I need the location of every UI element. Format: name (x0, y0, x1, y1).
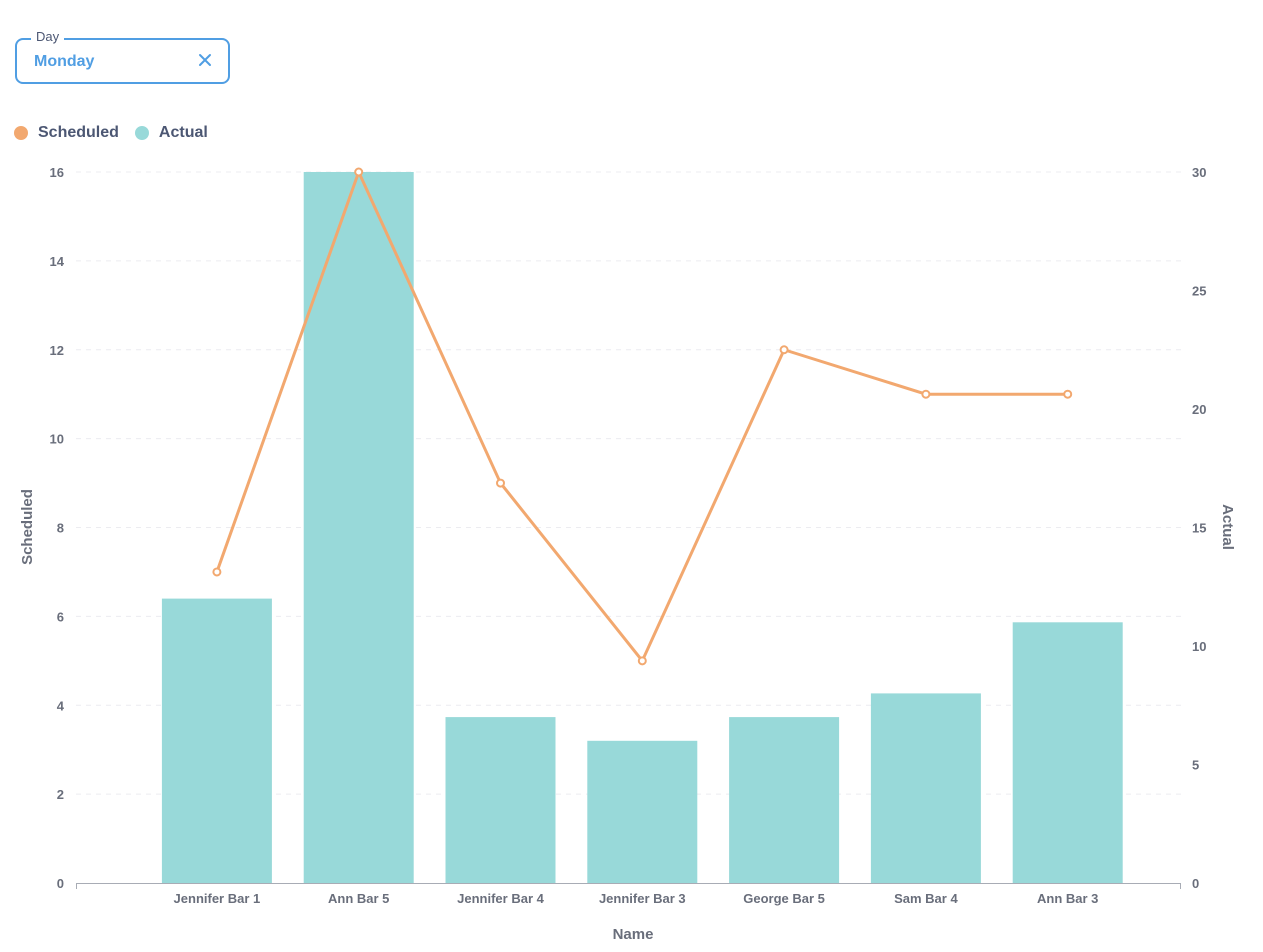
y2-tick-label: 25 (1192, 284, 1206, 299)
bar-actual (1012, 622, 1123, 883)
y2-tick-label: 5 (1192, 758, 1199, 773)
legend-dot-scheduled (14, 126, 28, 140)
day-filter-value[interactable]: Monday (34, 53, 95, 70)
y-tick-label: 4 (57, 698, 65, 713)
legend-label-scheduled: Scheduled (38, 124, 119, 141)
bar-actual (445, 717, 556, 883)
bar-actual (587, 740, 698, 883)
bar-actual (870, 693, 981, 883)
point-scheduled (212, 567, 222, 577)
bar-actual (303, 172, 414, 883)
bar-actual (161, 598, 272, 883)
legend-item-actual[interactable]: Actual (134, 124, 208, 142)
x-tick-label: Ann Bar 5 (328, 891, 389, 906)
x-tick-label: Jennifer Bar 1 (174, 891, 261, 906)
point-scheduled (496, 478, 505, 488)
day-filter-label: Day (31, 29, 65, 44)
legend-dot-actual (134, 126, 149, 140)
y2-tick-label: 0 (1192, 876, 1199, 891)
x-tick-label: Ann Bar 3 (1037, 891, 1098, 906)
y2-tick-label: 15 (1192, 521, 1206, 536)
y-tick-label: 14 (50, 254, 65, 269)
y-tick-label: 16 (50, 165, 64, 180)
close-icon[interactable] (196, 51, 214, 69)
y-tick-label: 6 (57, 609, 64, 624)
point-scheduled (1063, 389, 1073, 399)
y-tick-label: 0 (57, 876, 64, 891)
legend-label-actual: Actual (158, 124, 208, 141)
legend-item-scheduled[interactable]: Scheduled (14, 124, 119, 142)
point-scheduled (637, 656, 647, 666)
y-tick-label: 10 (50, 432, 64, 447)
y-tick-label: 8 (57, 521, 64, 536)
point-scheduled (921, 389, 931, 399)
y-tick-label: 12 (50, 343, 64, 358)
y-tick-label: 2 (57, 787, 64, 802)
day-filter[interactable]: Day Monday (15, 29, 230, 84)
x-tick-label: Jennifer Bar 4 (457, 891, 544, 906)
bar-actual (729, 717, 840, 883)
y-axis-title: Scheduled (19, 489, 36, 565)
x-tick-label: George Bar 5 (743, 891, 825, 906)
y2-tick-label: 20 (1192, 402, 1206, 417)
x-tick-label: Jennifer Bar 3 (599, 891, 686, 906)
x-axis-title: Name (613, 926, 654, 943)
y2-axis-title: Actual (1219, 504, 1236, 550)
point-scheduled (354, 167, 364, 177)
point-scheduled (779, 345, 789, 355)
x-tick-label: Sam Bar 4 (894, 891, 958, 906)
y2-tick-label: 30 (1192, 165, 1206, 180)
chart-legend: Scheduled Actual (14, 124, 224, 142)
y2-tick-label: 10 (1192, 639, 1206, 654)
